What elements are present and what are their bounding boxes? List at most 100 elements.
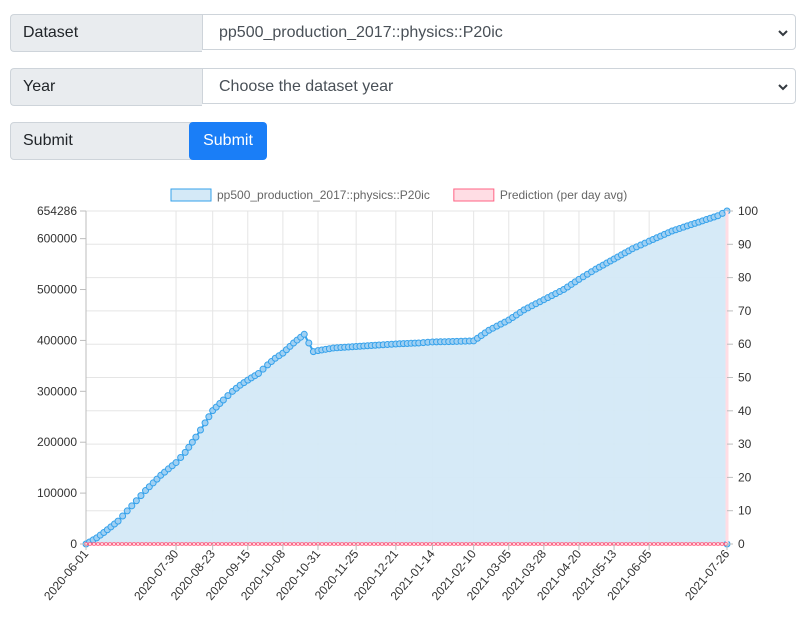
data-point — [284, 542, 288, 546]
data-point — [592, 542, 596, 546]
data-point — [204, 542, 208, 546]
chart: pp500_production_2017::physics::P20ic Pre… — [37, 188, 758, 603]
y-tick-label: 600000 — [37, 232, 77, 246]
dataset-select-value: pp500_production_2017::physics::P20ic — [219, 24, 503, 41]
data-point — [520, 542, 524, 546]
data-point — [296, 542, 300, 546]
data-point — [288, 542, 292, 546]
y-tick-label: 100000 — [37, 486, 77, 500]
data-point — [304, 542, 308, 546]
y2-tick-label: 40 — [738, 404, 752, 418]
data-point — [388, 542, 392, 546]
data-point — [580, 542, 584, 546]
data-point — [668, 542, 672, 546]
data-point — [180, 542, 184, 546]
data-point — [440, 542, 444, 546]
y2-tick-label: 100 — [738, 204, 758, 218]
dataset-select[interactable]: pp500_production_2017::physics::P20ic — [202, 14, 796, 50]
data-point — [216, 542, 220, 546]
data-point — [219, 396, 227, 404]
legend: pp500_production_2017::physics::P20ic Pre… — [170, 188, 627, 202]
y2-tick-label: 30 — [738, 437, 752, 451]
data-point — [404, 542, 408, 546]
data-point — [712, 542, 716, 546]
submit-button[interactable]: Submit — [189, 122, 267, 160]
data-point — [524, 542, 528, 546]
data-point — [96, 542, 100, 546]
data-point — [548, 542, 552, 546]
data-point — [188, 542, 192, 546]
data-point — [504, 542, 508, 546]
data-point — [564, 542, 568, 546]
data-point — [588, 542, 592, 546]
data-point — [240, 542, 244, 546]
data-point — [448, 542, 452, 546]
dataset-label: Dataset — [10, 14, 202, 52]
data-point — [144, 542, 148, 546]
data-point — [254, 370, 262, 378]
year-select[interactable]: Choose the dataset year — [202, 68, 796, 104]
data-point — [488, 542, 492, 546]
data-point — [676, 542, 680, 546]
data-point — [492, 542, 496, 546]
data-point — [456, 542, 460, 546]
data-point — [119, 512, 127, 520]
data-point — [224, 392, 232, 400]
data-point — [624, 542, 628, 546]
data-point — [140, 542, 144, 546]
data-point — [300, 542, 304, 546]
y2-tick-label: 80 — [738, 271, 752, 285]
y-tick-label: 500000 — [37, 283, 77, 297]
data-point — [368, 542, 372, 546]
data-point — [476, 542, 480, 546]
data-point — [168, 542, 172, 546]
data-point — [360, 542, 364, 546]
data-point — [124, 542, 128, 546]
data-point — [92, 542, 96, 546]
x-axis: 2020-06-01 2020-07-302020-08-232020-09-15… — [41, 544, 733, 603]
data-point — [628, 542, 632, 546]
data-point — [348, 542, 352, 546]
year-label: Year — [10, 68, 202, 106]
data-point — [364, 542, 368, 546]
data-point — [220, 542, 224, 546]
data-point — [632, 542, 636, 546]
data-point — [532, 542, 536, 546]
y2-tick-label: 50 — [738, 371, 752, 385]
data-point — [352, 542, 356, 546]
legend-swatch — [170, 188, 212, 202]
data-point — [596, 542, 600, 546]
data-point — [100, 542, 104, 546]
submit-row: Submit — [10, 122, 203, 160]
data-point — [340, 542, 344, 546]
data-point — [164, 542, 168, 546]
data-point — [396, 542, 400, 546]
data-point — [468, 542, 472, 546]
submit-label: Submit — [10, 122, 203, 160]
data-point — [556, 542, 560, 546]
data-point — [708, 542, 712, 546]
data-point — [716, 542, 720, 546]
y2-tick-label: 70 — [738, 304, 752, 318]
data-point — [528, 542, 532, 546]
data-point — [177, 453, 185, 461]
data-point — [181, 448, 189, 456]
data-point — [444, 542, 448, 546]
data-point — [484, 542, 488, 546]
data-point — [128, 502, 136, 510]
data-point — [336, 542, 340, 546]
data-point — [196, 426, 204, 434]
chevron-down-icon — [778, 30, 788, 37]
y2-tick-label: 0 — [738, 537, 745, 551]
data-point — [536, 542, 540, 546]
data-point — [356, 542, 360, 546]
data-point — [188, 438, 196, 446]
data-point — [344, 542, 348, 546]
data-point — [568, 542, 572, 546]
data-point — [120, 542, 124, 546]
data-point — [112, 542, 116, 546]
data-point — [460, 542, 464, 546]
data-point — [464, 542, 468, 546]
data-point — [516, 542, 520, 546]
data-point — [320, 542, 324, 546]
